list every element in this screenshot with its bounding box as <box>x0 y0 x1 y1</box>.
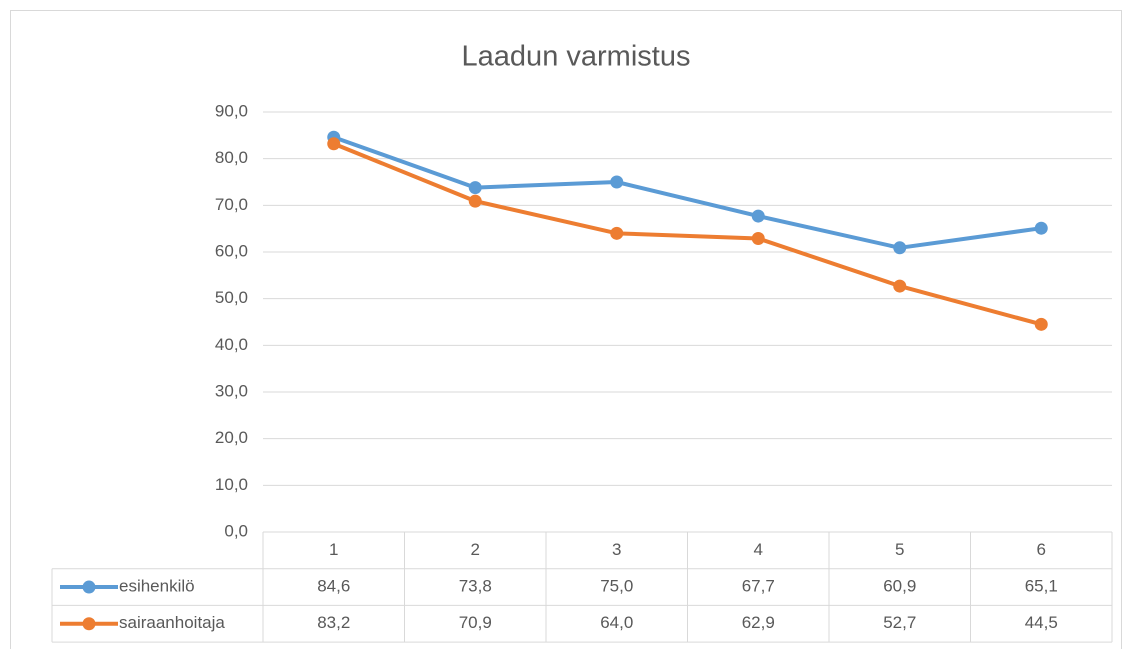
table-value: 64,0 <box>600 613 633 632</box>
table-value: 70,9 <box>459 613 492 632</box>
series-marker <box>1034 317 1048 331</box>
series-line <box>331 141 1044 327</box>
y-tick-label: 70,0 <box>215 195 248 214</box>
x-tick-label: 6 <box>1037 540 1046 559</box>
table-value: 44,5 <box>1025 613 1058 632</box>
chart-border <box>10 10 1122 649</box>
table-value: 65,1 <box>1025 577 1058 596</box>
table-value: 62,9 <box>742 613 775 632</box>
series-marker <box>468 194 482 208</box>
legend-marker <box>82 580 96 594</box>
series-marker <box>751 209 765 223</box>
series-line <box>331 135 1044 250</box>
series-marker <box>893 241 907 255</box>
table-value: 52,7 <box>883 613 916 632</box>
series-marker <box>751 231 765 245</box>
y-tick-label: 50,0 <box>215 288 248 307</box>
y-tick-label: 30,0 <box>215 381 248 400</box>
y-tick-label: 90,0 <box>215 101 248 120</box>
y-tick-label: 40,0 <box>215 335 248 354</box>
series-marker <box>468 181 482 195</box>
y-tick-label: 10,0 <box>215 475 248 494</box>
x-tick-label: 2 <box>471 540 480 559</box>
series-marker <box>610 226 624 240</box>
series-marker <box>327 137 341 151</box>
table-value: 67,7 <box>742 577 775 596</box>
y-tick-label: 0,0 <box>224 521 248 540</box>
y-tick-label: 80,0 <box>215 148 248 167</box>
chart-title: Laadun varmistus <box>462 41 691 73</box>
series-marker <box>1034 221 1048 235</box>
legend-label: sairaanhoitaja <box>119 613 225 632</box>
y-tick-label: 60,0 <box>215 241 248 260</box>
table-value: 60,9 <box>883 577 916 596</box>
series-marker <box>610 175 624 189</box>
x-tick-label: 1 <box>329 540 338 559</box>
x-tick-label: 3 <box>612 540 621 559</box>
legend-marker <box>82 617 96 631</box>
table-value: 73,8 <box>459 577 492 596</box>
table-value: 83,2 <box>317 613 350 632</box>
x-tick-label: 5 <box>895 540 904 559</box>
x-tick-label: 4 <box>754 540 763 559</box>
series-marker <box>893 279 907 293</box>
table-value: 84,6 <box>317 577 350 596</box>
table-value: 75,0 <box>600 577 633 596</box>
legend-label: esihenkilö <box>119 577 195 596</box>
y-tick-label: 20,0 <box>215 428 248 447</box>
